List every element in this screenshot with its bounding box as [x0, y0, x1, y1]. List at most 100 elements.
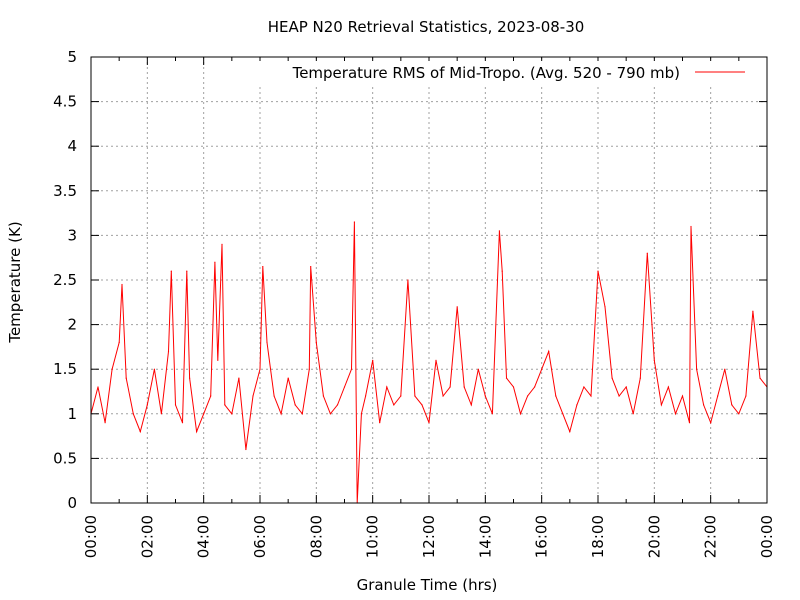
series-point: [519, 413, 522, 415]
legend-label: Temperature RMS of Mid-Tropo. (Avg. 520 …: [292, 64, 680, 82]
series-point: [703, 404, 705, 406]
legend: Temperature RMS of Mid-Tropo. (Avg. 520 …: [258, 61, 758, 85]
x-tick-label: 00:00: [758, 515, 776, 558]
series-point: [186, 270, 188, 272]
series-point: [660, 404, 663, 406]
series-point: [146, 404, 148, 406]
y-tick-label: 0.5: [53, 449, 77, 467]
series-point: [449, 386, 451, 388]
x-tick-label: 02:00: [138, 515, 156, 558]
series-point: [414, 395, 416, 397]
series-point: [562, 413, 564, 415]
series-point: [646, 252, 648, 254]
series-point: [491, 413, 493, 415]
series-point: [118, 341, 120, 343]
series-point: [527, 395, 529, 397]
series-point: [287, 377, 289, 379]
x-axis-ticks: 00:00 02:00 04:00 06:00 08:00 10:00 12:00 14:00…: [82, 57, 776, 558]
series-point: [632, 413, 634, 415]
series-point: [353, 221, 355, 223]
x-tick-label: 16:00: [533, 515, 551, 558]
series-point: [576, 404, 578, 406]
series-point: [625, 386, 627, 388]
series-point: [696, 368, 698, 370]
series-point: [121, 283, 123, 286]
series-point: [690, 225, 692, 228]
series-point: [470, 404, 472, 406]
series-point: [196, 431, 198, 433]
x-tick-label: 10:00: [364, 515, 382, 558]
series-point: [534, 386, 536, 388]
series-point: [214, 261, 216, 263]
x-tick-label: 06:00: [251, 515, 269, 558]
series-point: [667, 386, 670, 388]
series-point: [639, 377, 641, 379]
series-point: [336, 404, 339, 406]
series-point: [463, 386, 465, 388]
series-point: [724, 368, 726, 370]
series-point: [435, 359, 437, 361]
y-tick-label: 2.5: [53, 271, 77, 289]
series-point: [653, 359, 655, 361]
y-tick-label: 0: [67, 494, 77, 512]
x-tick-label: 04:00: [195, 515, 213, 558]
series-point: [548, 350, 550, 352]
series-point: [132, 413, 134, 415]
series-point: [217, 359, 219, 361]
series-point: [477, 368, 479, 370]
series-point: [174, 404, 177, 406]
series-point: [294, 404, 296, 406]
series-point: [329, 413, 331, 415]
x-tick-label: 20:00: [645, 515, 663, 558]
series-point: [681, 395, 684, 397]
series-point: [583, 386, 585, 388]
series-point: [245, 448, 247, 451]
series-point: [752, 310, 754, 312]
series-point: [505, 377, 508, 379]
series-point: [111, 368, 113, 370]
series-point: [759, 377, 761, 379]
y-tick-label: 3.5: [53, 182, 77, 200]
y-axis-label: Temperature (K): [6, 221, 24, 343]
series-point: [738, 413, 740, 415]
series-point: [484, 395, 486, 397]
series-point: [421, 404, 423, 406]
series-point: [674, 413, 677, 415]
series-point: [167, 350, 170, 352]
series-point: [104, 422, 106, 424]
series-point: [501, 270, 503, 272]
series-point: [210, 395, 212, 397]
legend-background: [258, 61, 758, 85]
y-tick-label: 5: [67, 48, 77, 66]
series-point: [498, 230, 500, 232]
series-point: [400, 395, 402, 397]
x-tick-label: 00:00: [82, 515, 100, 558]
x-tick-label: 22:00: [702, 515, 720, 558]
series-point: [97, 386, 99, 388]
y-tick-label: 4.5: [53, 93, 77, 111]
series-point: [407, 279, 409, 281]
series-point: [604, 306, 606, 308]
series-point: [731, 404, 733, 406]
series-point: [442, 395, 444, 397]
series-point: [343, 386, 346, 388]
series-point: [280, 413, 282, 415]
series-point: [350, 368, 353, 370]
series-point: [301, 413, 303, 415]
series-point: [315, 341, 317, 343]
y-tick-label: 1.5: [53, 360, 77, 378]
chart-title: HEAP N20 Retrieval Statistics, 2023-08-3…: [268, 18, 585, 36]
grid: [91, 57, 767, 503]
series-point: [310, 266, 312, 268]
series-point: [717, 395, 719, 397]
series-point: [611, 377, 613, 379]
series-point: [262, 266, 264, 268]
y-tick-label: 1: [67, 405, 77, 423]
series-point: [221, 243, 223, 245]
series-point: [322, 395, 324, 397]
series-point: [125, 377, 127, 379]
series-point: [170, 270, 172, 272]
series-point: [710, 422, 712, 424]
